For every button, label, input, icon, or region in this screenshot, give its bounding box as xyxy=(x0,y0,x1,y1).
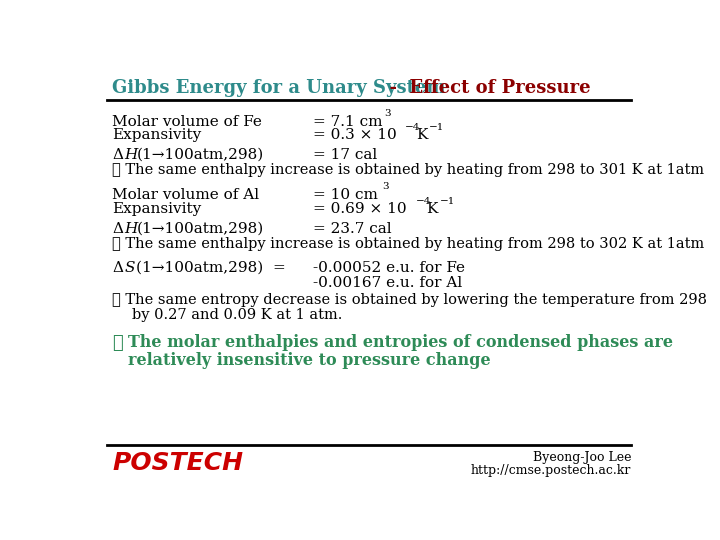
Text: (1→100atm,298): (1→100atm,298) xyxy=(136,222,264,236)
Text: (1→100atm,298)  =: (1→100atm,298) = xyxy=(136,261,286,275)
Text: -  Effect of Pressure: - Effect of Pressure xyxy=(377,79,591,97)
Text: ※ The same enthalpy increase is obtained by heating from 298 to 302 K at 1atm: ※ The same enthalpy increase is obtained… xyxy=(112,237,705,251)
Text: = 23.7 cal: = 23.7 cal xyxy=(313,222,392,236)
Text: The molar enthalpies and entropies of condensed phases are: The molar enthalpies and entropies of co… xyxy=(128,334,673,351)
Text: K: K xyxy=(426,202,438,216)
Text: = 7.1 cm: = 7.1 cm xyxy=(313,114,383,129)
Text: ※ The same entropy decrease is obtained by lowering the temperature from 298: ※ The same entropy decrease is obtained … xyxy=(112,293,707,307)
Text: −4: −4 xyxy=(416,197,431,206)
Text: −1: −1 xyxy=(440,197,455,206)
Text: S: S xyxy=(125,261,135,275)
Text: = 0.3 × 10: = 0.3 × 10 xyxy=(313,129,397,143)
Text: http://cmse.postech.ac.kr: http://cmse.postech.ac.kr xyxy=(471,464,631,477)
Text: -0.00167 e.u. for Al: -0.00167 e.u. for Al xyxy=(313,275,462,289)
Text: Δ: Δ xyxy=(112,222,123,236)
Text: -0.00052 e.u. for Fe: -0.00052 e.u. for Fe xyxy=(313,261,465,275)
Text: (1→100atm,298): (1→100atm,298) xyxy=(136,148,264,162)
Text: H: H xyxy=(125,148,138,162)
Text: 3: 3 xyxy=(382,183,389,192)
Text: = 10 cm: = 10 cm xyxy=(313,188,378,202)
Text: Molar volume of Al: Molar volume of Al xyxy=(112,188,259,202)
Text: by 0.27 and 0.09 K at 1 atm.: by 0.27 and 0.09 K at 1 atm. xyxy=(132,308,342,322)
Text: 3: 3 xyxy=(384,109,391,118)
Text: Expansivity: Expansivity xyxy=(112,129,202,143)
Text: −4: −4 xyxy=(405,123,420,132)
Text: Δ: Δ xyxy=(112,148,123,162)
Text: = 0.69 × 10: = 0.69 × 10 xyxy=(313,202,407,216)
Text: Byeong-Joo Lee: Byeong-Joo Lee xyxy=(533,451,631,464)
Text: K: K xyxy=(416,129,427,143)
Text: Molar volume of Fe: Molar volume of Fe xyxy=(112,114,262,129)
Text: ※: ※ xyxy=(112,334,123,352)
Text: Gibbs Energy for a Unary System: Gibbs Energy for a Unary System xyxy=(112,79,446,97)
Text: POSTECH: POSTECH xyxy=(112,451,243,475)
Text: −1: −1 xyxy=(429,123,445,132)
Text: = 17 cal: = 17 cal xyxy=(313,148,377,162)
Text: Expansivity: Expansivity xyxy=(112,202,202,216)
Text: Δ: Δ xyxy=(112,261,123,275)
Text: ※ The same enthalpy increase is obtained by heating from 298 to 301 K at 1atm: ※ The same enthalpy increase is obtained… xyxy=(112,163,704,177)
Text: H: H xyxy=(125,222,138,236)
Text: relatively insensitive to pressure change: relatively insensitive to pressure chang… xyxy=(128,352,490,369)
